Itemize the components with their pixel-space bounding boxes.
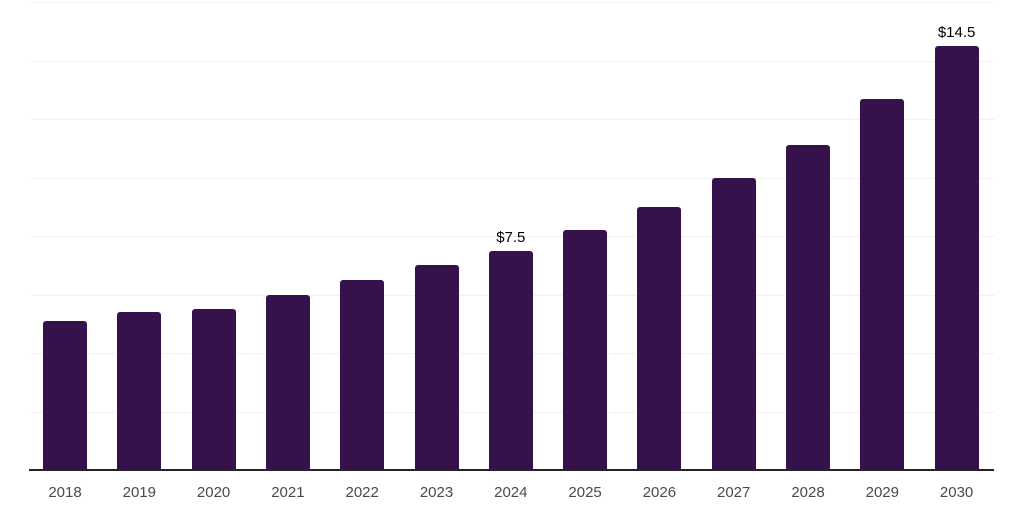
x-tick-label: 2021	[271, 484, 305, 501]
gridline	[30, 2, 995, 3]
bar-2030	[934, 45, 979, 470]
bar-2018	[43, 320, 87, 470]
x-tick-label: 2027	[717, 484, 751, 501]
x-tick-label: 2022	[345, 484, 379, 501]
x-axis-line	[29, 469, 994, 471]
gridline	[30, 119, 995, 120]
bar-2023	[414, 265, 459, 471]
data-label-2030: $14.5	[937, 23, 976, 41]
gridline	[30, 60, 995, 62]
x-tick-label: 2026	[642, 484, 677, 501]
x-tick-label: 2025	[568, 484, 602, 501]
bar-2019	[117, 312, 162, 470]
gridline	[30, 177, 995, 179]
bar-2026	[637, 206, 682, 471]
bar-2022	[340, 279, 385, 470]
bar-2028	[786, 145, 830, 470]
bar-2027	[711, 177, 756, 470]
x-tick-label: 2024	[494, 484, 528, 501]
x-tick-label: 2030	[939, 484, 974, 501]
x-tick-label: 2028	[791, 484, 825, 501]
x-tick-label: 2020	[196, 484, 231, 501]
data-label-2024: $7.5	[496, 228, 526, 246]
bar-2029	[860, 98, 905, 470]
bar-2025	[563, 230, 608, 470]
x-tick-label: 2023	[419, 484, 454, 501]
bar-2021	[265, 294, 310, 470]
gridline	[30, 236, 995, 237]
x-tick-label: 2018	[48, 484, 82, 501]
bar-2024	[488, 250, 533, 470]
x-tick-label: 2029	[865, 484, 899, 501]
x-tick-label: 2019	[122, 484, 156, 501]
bar-2020	[191, 309, 236, 470]
